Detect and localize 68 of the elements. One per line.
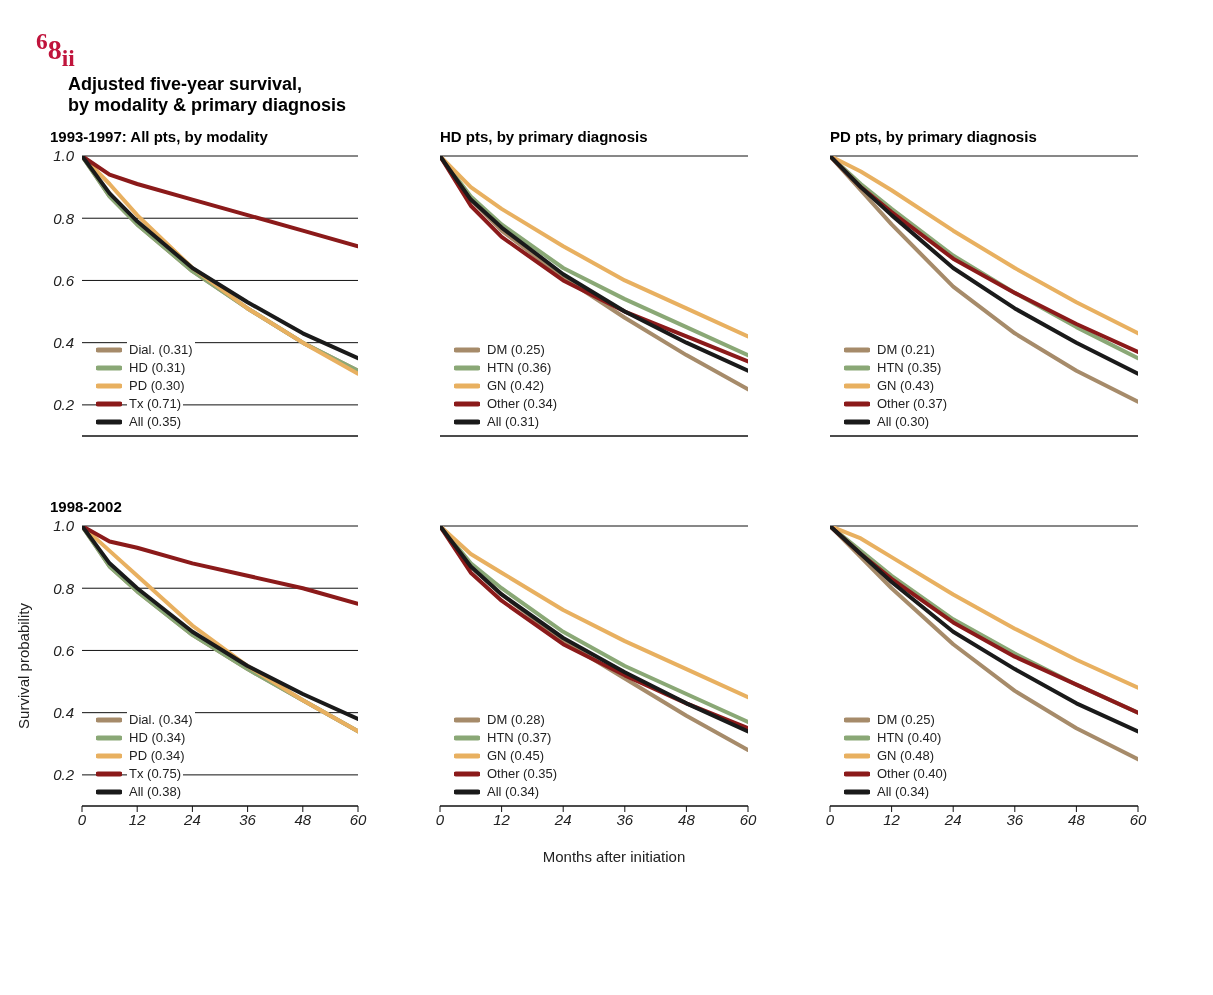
legend-label: HTN (0.35) <box>875 360 944 376</box>
x-tick-label: 48 <box>678 810 696 828</box>
legend-label: PD (0.34) <box>127 748 187 764</box>
legend-label: PD (0.30) <box>127 378 187 394</box>
x-axis-title: Months after initiation <box>541 848 687 865</box>
x-tick-label: 48 <box>294 810 312 828</box>
legend-label: All (0.35) <box>127 414 184 430</box>
legend-label: Tx (0.71) <box>127 396 184 412</box>
legend-label: Tx (0.75) <box>127 766 184 782</box>
legend-label: HTN (0.37) <box>485 730 554 746</box>
legend-label: All (0.38) <box>127 784 184 800</box>
x-tick-label: 12 <box>493 810 511 828</box>
legend-label: Dial. (0.34) <box>127 712 195 728</box>
x-tick-label: 36 <box>1006 810 1024 828</box>
chart-title: HD pts, by primary diagnosis <box>440 128 649 147</box>
legend-label: HD (0.31) <box>127 360 188 376</box>
legend-label: HTN (0.36) <box>485 360 554 376</box>
legend-label: HD (0.34) <box>127 730 188 746</box>
legend-label: Other (0.34) <box>485 396 560 412</box>
legend-label: GN (0.42) <box>485 378 547 394</box>
legend-label: All (0.34) <box>875 784 932 800</box>
legend-label: Other (0.35) <box>485 766 560 782</box>
legend-label: All (0.34) <box>485 784 542 800</box>
chart-subtitle: 1993-1997: All pts, by modality <box>50 128 269 147</box>
legend-label: Other (0.40) <box>875 766 950 782</box>
x-tick-label: 36 <box>616 810 634 828</box>
chart-title: Adjusted five-year survival, by modality & primary diagnosis <box>68 74 348 116</box>
y-tick-label: 1.0 <box>53 147 75 165</box>
y-tick-label: 0.2 <box>53 396 75 414</box>
legend-label: Other (0.37) <box>875 396 950 412</box>
legend-label: GN (0.45) <box>485 748 547 764</box>
legend-label: Dial. (0.31) <box>127 342 195 358</box>
legend-label: DM (0.25) <box>485 342 547 358</box>
text: $^{6}$8$_{ii}$ <box>36 28 75 72</box>
x-tick-label: 48 <box>1068 810 1086 828</box>
chart-title: 1998-2002 <box>50 498 123 517</box>
y-tick-label: 0.6 <box>53 641 75 659</box>
legend-label: DM (0.25) <box>875 712 937 728</box>
y-tick-label: 1.0 <box>53 517 75 535</box>
legend-label: HTN (0.40) <box>875 730 944 746</box>
x-tick-label: 12 <box>128 810 147 828</box>
x-tick-label: 60 <box>349 810 367 828</box>
chart-title: PD pts, by primary diagnosis <box>830 128 1038 147</box>
legend-label: DM (0.28) <box>485 712 547 728</box>
line-series <box>82 526 358 606</box>
legend-label: GN (0.48) <box>875 748 937 764</box>
y-tick-label: 0.6 <box>53 271 75 289</box>
legend-label: GN (0.43) <box>875 378 937 394</box>
x-tick-label: 60 <box>1129 810 1147 828</box>
x-tick-label: 12 <box>883 810 901 828</box>
legend-label: All (0.30) <box>875 414 932 430</box>
y-tick-label: 0.8 <box>53 209 75 227</box>
x-tick-label: 60 <box>739 810 757 828</box>
y-tick-label: 0.2 <box>53 766 75 784</box>
x-tick-label: 24 <box>553 810 572 828</box>
legend-label: All (0.31) <box>485 414 542 430</box>
y-tick-label: 0.8 <box>53 579 75 597</box>
legend-label: DM (0.21) <box>875 342 937 358</box>
x-tick-label: 0 <box>435 810 445 828</box>
x-tick-label: 0 <box>77 810 87 828</box>
line-series <box>82 156 358 249</box>
x-tick-label: 0 <box>825 810 835 828</box>
y-tick-label: 0.4 <box>53 703 74 721</box>
y-tick-label: 0.4 <box>53 333 74 351</box>
x-tick-label: 36 <box>239 810 257 828</box>
y-axis-title: Survival probability <box>15 602 33 729</box>
x-tick-label: 24 <box>183 810 201 828</box>
x-tick-label: 24 <box>943 810 962 828</box>
